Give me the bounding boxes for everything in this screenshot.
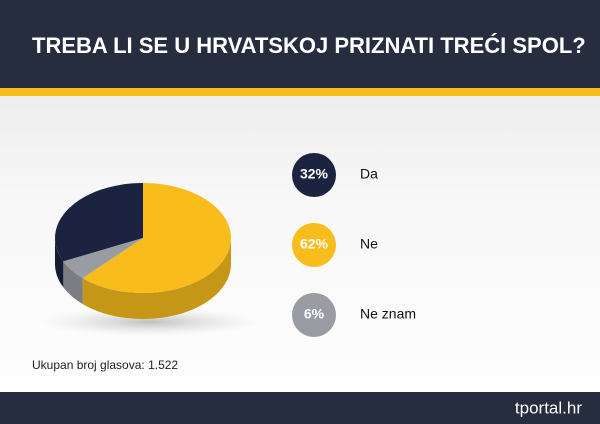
- legend-marker: [292, 153, 336, 197]
- header: [0, 0, 600, 88]
- legend: 32% Da 62% Ne 6% Ne znam: [292, 153, 416, 337]
- pie-side: [63, 261, 83, 305]
- value-label: 6%: [304, 306, 325, 322]
- pie-side: [55, 238, 64, 288]
- pie-slice: [82, 183, 232, 293]
- brand: tportal.hr: [515, 398, 582, 417]
- pie: [55, 182, 232, 319]
- pie-side: [82, 238, 231, 319]
- footer: [0, 392, 600, 424]
- pie-shadow: [40, 308, 260, 336]
- header-stripe: [0, 88, 600, 96]
- vote-count: Ukupan broj glasova: 1.522: [32, 358, 178, 372]
- legend-label: Ne znam: [360, 306, 416, 322]
- legend-label: Ne: [360, 236, 378, 252]
- value-label: 32%: [300, 166, 329, 182]
- pie-slice: [63, 238, 143, 279]
- legend-marker: [292, 293, 336, 337]
- value-label: 62%: [300, 236, 329, 252]
- legend-label: Da: [360, 166, 378, 182]
- pie-slice: [55, 182, 143, 262]
- chart-title: TREBA LI SE U HRVATSKOJ PRIZNATI TREĆI S…: [32, 33, 586, 58]
- legend-marker: [292, 223, 336, 267]
